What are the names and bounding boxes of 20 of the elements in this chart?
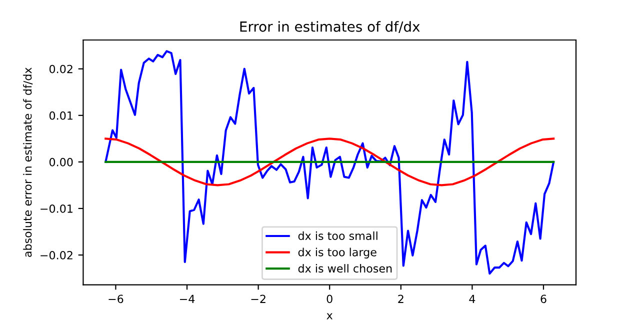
legend-label: dx is well chosen <box>298 264 392 273</box>
y-tick-label: 0.01 <box>49 111 72 120</box>
x-tick-label: −4 <box>180 294 195 303</box>
y-tick-label: 0.02 <box>49 64 72 74</box>
legend-label: dx is too small <box>298 231 378 240</box>
x-axis-title: x <box>326 313 333 320</box>
x-tick-label: 6 <box>540 294 546 304</box>
x-tick-label: 0 <box>326 294 332 304</box>
y-tick-label: −0.02 <box>40 250 72 260</box>
chart-title: Error in estimates of df/dx <box>240 21 420 33</box>
legend-label: dx is too large <box>298 248 376 258</box>
y-tick-label: 0.00 <box>49 158 73 166</box>
x-tick-label: −2 <box>251 294 266 303</box>
y-tick-label: −0.01 <box>40 204 72 213</box>
x-tick-label: 4 <box>469 294 476 303</box>
line-series <box>104 50 555 275</box>
y-axis-title: absolute error in estimate of df/dx <box>23 68 33 257</box>
x-tick-label: −6 <box>108 294 124 304</box>
line-series <box>104 138 555 186</box>
x-tick-label: 2 <box>398 294 404 303</box>
